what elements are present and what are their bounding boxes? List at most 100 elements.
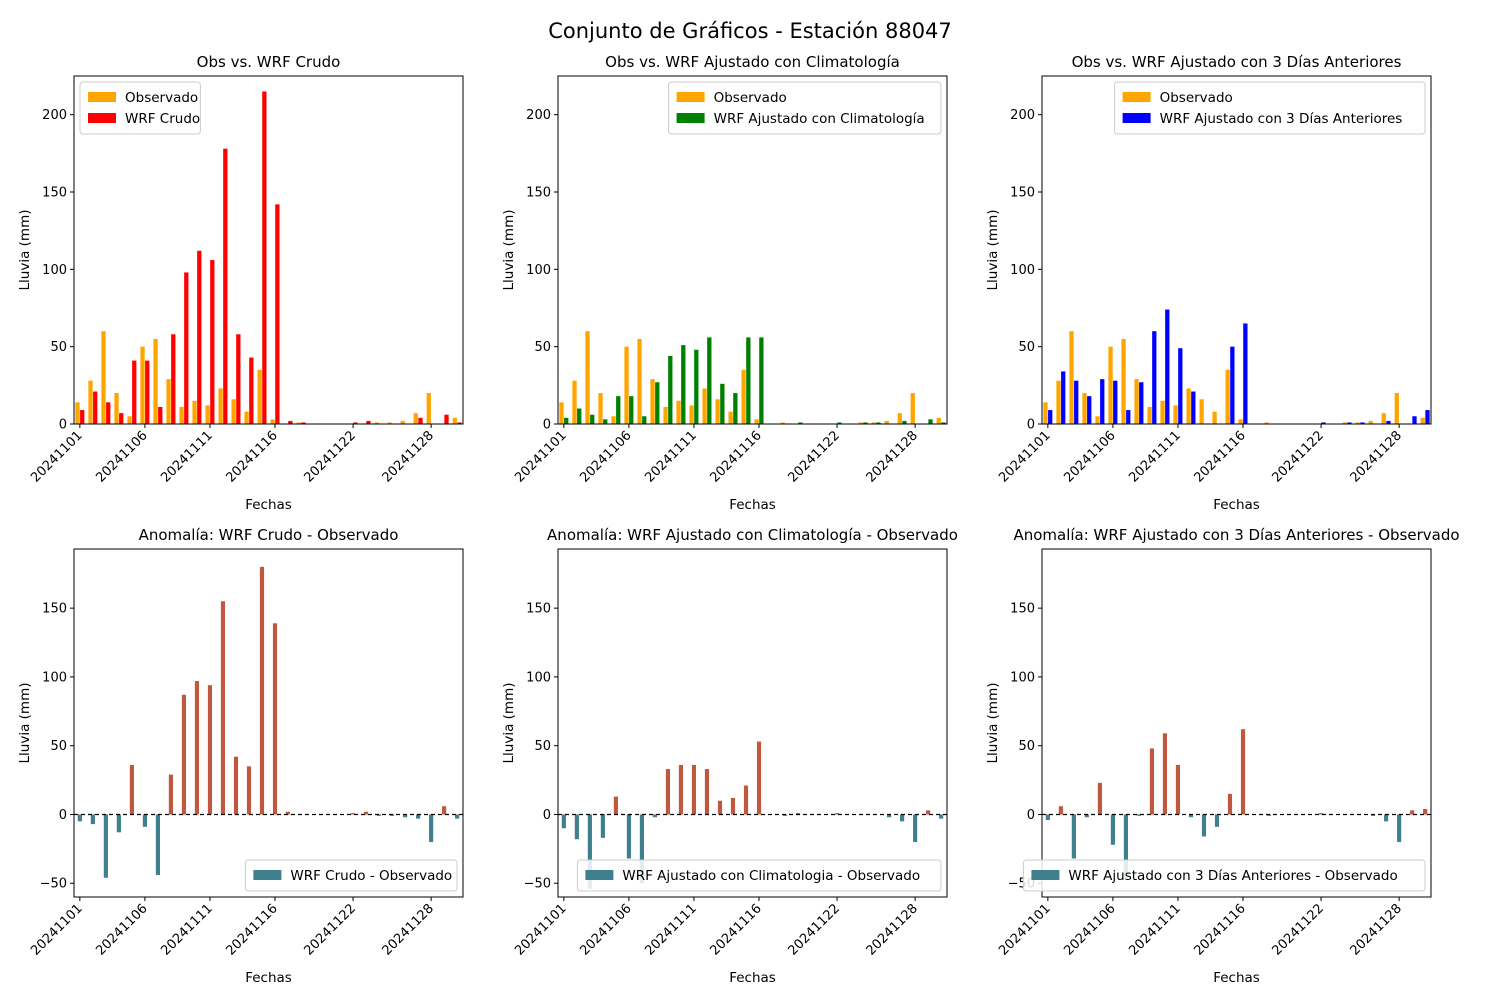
x-axis-label: Fechas xyxy=(245,497,292,513)
bar-wrf-20241112 xyxy=(223,148,228,424)
x-tick-label: 20241101 xyxy=(996,901,1053,958)
legend: WRF Ajustado con 3 Días Anteriores - Obs… xyxy=(1022,859,1426,892)
legend-swatch xyxy=(676,113,705,123)
bar-wrf-20241127 xyxy=(902,420,907,424)
y-tick-label: 0 xyxy=(59,418,67,433)
x-tick-label: 20241111 xyxy=(642,428,699,485)
bar-wrf-20241109 xyxy=(184,272,189,424)
bar-wrf-20241107 xyxy=(642,416,647,424)
bar-observado-20241130 xyxy=(452,417,457,424)
anomaly-bar-20241102 xyxy=(90,814,95,825)
y-tick-label: 100 xyxy=(1010,263,1035,278)
bar-wrf-20241124 xyxy=(1347,422,1352,424)
x-tick-label: 20241101 xyxy=(512,901,569,958)
bar-observado-20241115 xyxy=(257,369,262,424)
bar-wrf-20241113 xyxy=(720,383,725,424)
legend-box xyxy=(576,859,942,892)
y-tick-label: 150 xyxy=(42,186,67,201)
anomaly-bar-20241103 xyxy=(1071,814,1076,859)
legend-label: Observado xyxy=(714,90,787,106)
anomaly-bar-20241101 xyxy=(561,814,566,829)
anomaly-bar-20241125 xyxy=(390,814,395,816)
x-tick-label: 20241122 xyxy=(301,428,358,485)
y-tick-label: 200 xyxy=(42,108,67,123)
bar-observado-20241105 xyxy=(611,416,616,424)
y-axis-label: Lluvia (mm) xyxy=(17,683,33,764)
x-tick-label: 20241122 xyxy=(1269,901,1326,958)
y-tick-label: 50 xyxy=(534,340,551,355)
anomaly-bar-20241106 xyxy=(1110,814,1115,845)
bar-observado-20241112 xyxy=(218,388,223,424)
x-axis-label: Fechas xyxy=(1213,970,1260,986)
bar-wrf-20241111 xyxy=(1178,348,1183,424)
anomaly-bar-20241106 xyxy=(142,814,147,827)
bar-wrf-20241108 xyxy=(1139,382,1144,424)
anomaly-bar-20241107 xyxy=(1123,814,1128,878)
anomaly-bar-20241115 xyxy=(743,785,749,815)
legend: Observado WRF Ajustado con 3 Días Anterio… xyxy=(1114,81,1426,135)
bar-wrf-20241117 xyxy=(288,420,293,424)
y-tick-label: 100 xyxy=(526,670,551,685)
bar-observado-20241106 xyxy=(624,346,629,424)
anomaly-bar-20241116 xyxy=(756,741,762,815)
anomaly-bar-20241108 xyxy=(1136,814,1141,816)
bar-wrf-20241116 xyxy=(759,337,764,424)
anomaly-bar-20241110 xyxy=(194,681,200,815)
bar-wrf-20241129 xyxy=(928,419,933,424)
bar-observado-20241114 xyxy=(1212,411,1217,424)
anomaly-bar-20241105 xyxy=(613,796,618,815)
anomaly-bar-20241109 xyxy=(665,769,671,815)
anomaly-bar-20241111 xyxy=(1175,764,1181,815)
bar-observado-20241128 xyxy=(426,393,431,424)
anomaly-bar-20241127 xyxy=(416,814,421,819)
y-tick-label: 100 xyxy=(1010,670,1035,685)
bar-observado-20241101 xyxy=(559,402,564,424)
anomaly-bar-20241118 xyxy=(782,814,788,816)
anomaly-bar-20241127 xyxy=(900,814,905,822)
bar-observado-20241130 xyxy=(1420,417,1425,424)
x-tick-label: 20241101 xyxy=(996,428,1053,485)
x-axis-label: Fechas xyxy=(1213,497,1260,513)
legend-label: Observado xyxy=(1160,90,1233,106)
y-tick-label: −50 xyxy=(524,877,551,892)
y-tick-label: 0 xyxy=(59,808,67,823)
bar-observado-20241112 xyxy=(702,388,707,424)
bar-observado-20241105 xyxy=(1095,416,1100,424)
bar-observado-20241108 xyxy=(1134,379,1139,424)
x-tick-label: 20241106 xyxy=(577,901,634,958)
legend-label: WRF Ajustado con Climatología xyxy=(714,111,925,127)
bar-wrf-20241122 xyxy=(353,422,358,424)
y-tick-label: 0 xyxy=(543,418,551,433)
x-tick-label: 20241128 xyxy=(1348,901,1405,958)
bar-observado-20241110 xyxy=(192,400,197,424)
x-tick-label: 20241101 xyxy=(28,428,85,485)
y-tick-label: 0 xyxy=(1027,808,1035,823)
bar-wrf-20241127 xyxy=(418,417,423,424)
anomaly-bar-20241102 xyxy=(574,814,579,840)
x-tick-label: 20241116 xyxy=(223,901,280,958)
anomaly-bar-20241130 xyxy=(455,814,460,819)
y-tick-label: 150 xyxy=(526,602,551,617)
bar-wrf-20241125 xyxy=(1360,422,1365,424)
x-tick-label: 20241128 xyxy=(864,428,921,485)
bar-wrf-20241105 xyxy=(1100,379,1105,424)
bar-observado-20241101 xyxy=(75,402,80,424)
bar-observado-20241118 xyxy=(1264,422,1269,424)
bar-observado-20241102 xyxy=(1056,380,1061,424)
y-tick-label: 0 xyxy=(1027,418,1035,433)
bar-wrf-20241110 xyxy=(1165,309,1170,424)
bar-wrf-20241109 xyxy=(1152,331,1157,424)
x-axis-label: Fechas xyxy=(245,970,292,986)
x-tick-label: 20241116 xyxy=(707,901,764,958)
chart-title: Anomalía: WRF Ajustado con Climatología … xyxy=(547,526,958,544)
bar-observado-20241125 xyxy=(387,422,392,424)
axes-frame xyxy=(73,548,464,898)
anomaly-bar-20241118 xyxy=(1266,814,1272,816)
bar-observado-20241111 xyxy=(205,405,210,424)
bar-observado-20241107 xyxy=(637,338,642,424)
bar-observado-20241124 xyxy=(374,422,379,424)
